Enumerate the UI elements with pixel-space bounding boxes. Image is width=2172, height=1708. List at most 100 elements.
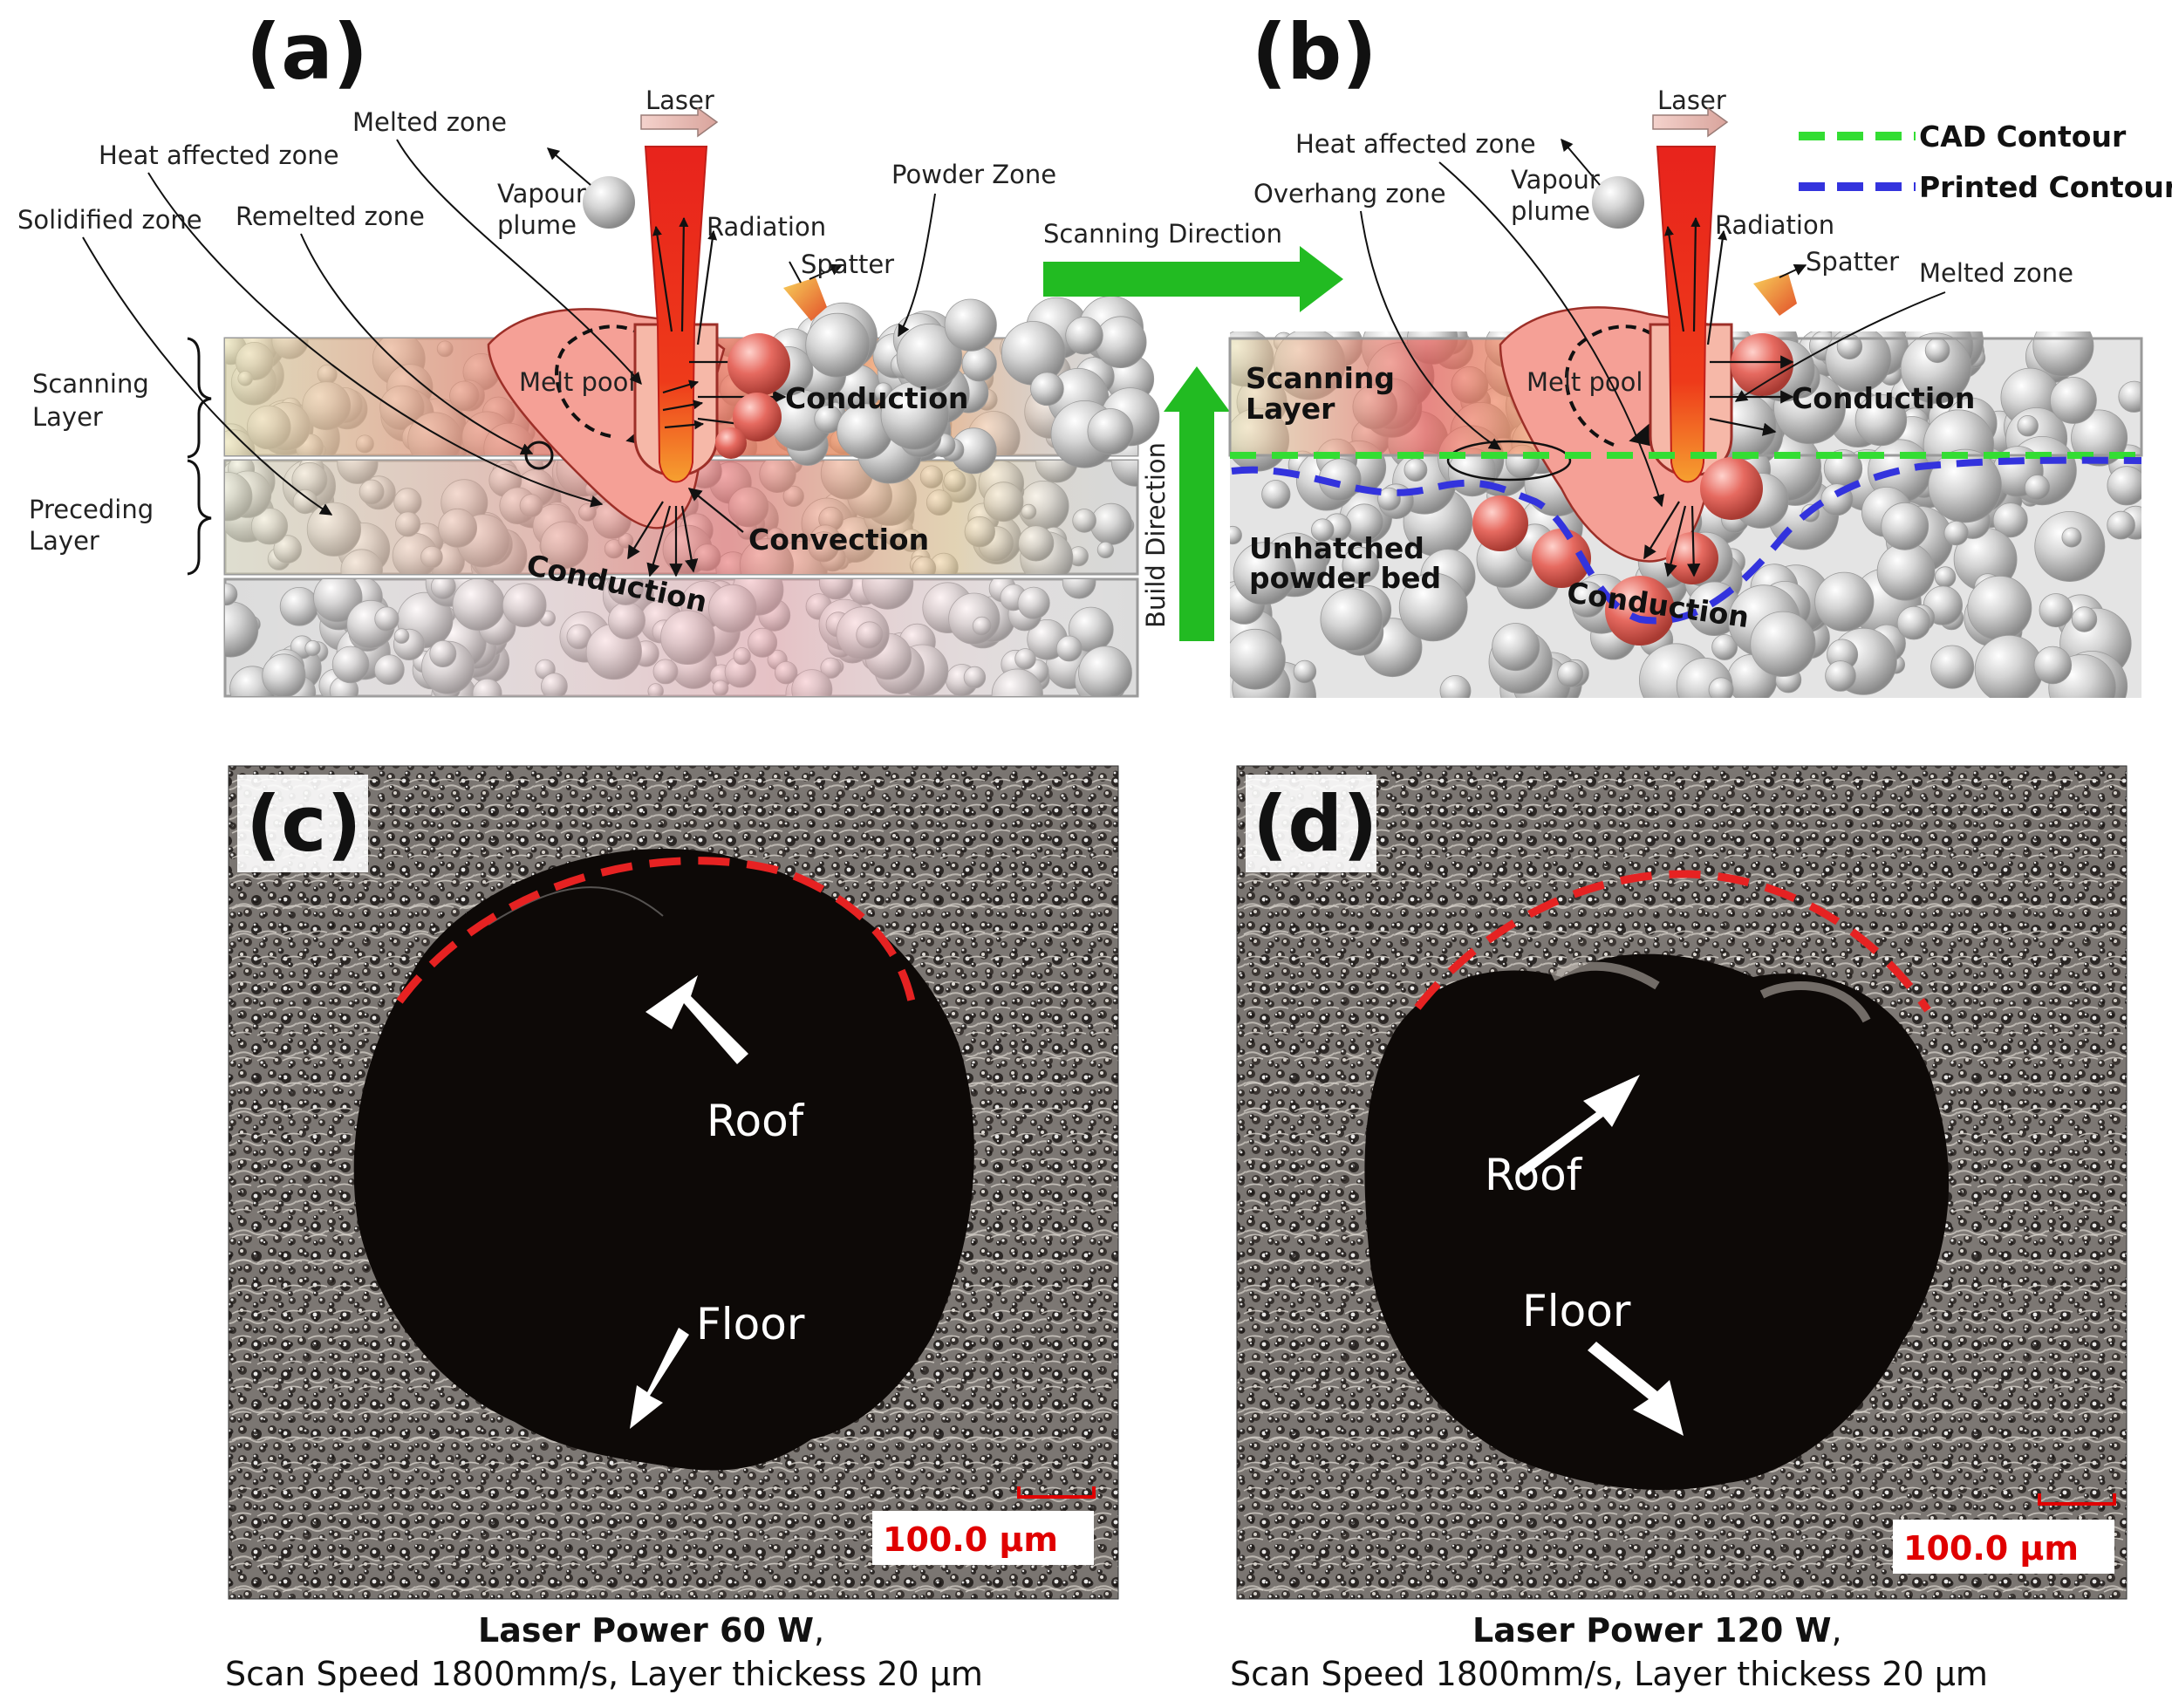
powder-particle <box>1377 487 1401 511</box>
powder-particle <box>1557 660 1584 687</box>
powder-particle <box>1974 634 2044 698</box>
powder-particle <box>1836 333 1863 360</box>
preceding-layer-label-2: Layer <box>29 526 99 556</box>
spatter-label: Spatter <box>801 249 894 279</box>
remelted-marker <box>524 441 554 470</box>
panel-letter-d: (d) <box>1253 779 1377 869</box>
floor-label-c: Floor <box>696 1299 805 1349</box>
powder-particle <box>1967 575 2032 640</box>
contour-legend: CAD Contour Printed Contour <box>1799 120 2172 204</box>
build-direction-arrow <box>1164 366 1230 641</box>
powder-particle <box>1261 480 1291 509</box>
caption-c-line2: Scan Speed 1800mm/s, Layer thickess 20 µ… <box>225 1655 983 1693</box>
panel-c: (c) Roof Floor 100.0 µm Laser Power 60 W… <box>225 765 1119 1693</box>
powder-particle <box>2024 475 2051 501</box>
panel-letter-a: (a) <box>246 7 368 97</box>
printed-contour-line <box>1231 456 2142 625</box>
powder-particle <box>1065 317 1103 355</box>
heat-affected-zone-label: Heat affected zone <box>99 140 339 170</box>
panel-letter-c: (c) <box>246 779 362 869</box>
powder-particle <box>2017 415 2039 437</box>
vapour-plume-label-b-2: plume <box>1511 196 1590 226</box>
powder-particle <box>1854 393 1908 447</box>
direction-arrows: Scanning Direction Build Direction <box>1043 219 1343 641</box>
melt-pool-label: Melt pool <box>519 367 635 397</box>
overhang-zone-label: Overhang zone <box>1253 179 1446 208</box>
powder-particle <box>1900 332 1972 404</box>
scale-bar-c <box>1017 1486 1096 1499</box>
legend-label-cad: CAD Contour <box>1919 120 2127 154</box>
scanning-layer-label-1: Scanning <box>32 369 149 399</box>
vapour-plume-label-2: plume <box>497 210 577 240</box>
powder-particle <box>1293 659 1317 684</box>
remelted-zone-label: Remelted zone <box>236 202 425 231</box>
laser-label-b: Laser <box>1657 85 1726 115</box>
laser-direction-arrow <box>640 106 719 138</box>
layer-braces <box>187 337 212 576</box>
floor-arrow-d <box>1588 1342 1684 1436</box>
unhatched-label-1: Unhatched <box>1249 531 1424 565</box>
conduction-right-label-a: Conduction <box>785 381 968 415</box>
laser-label: Laser <box>645 85 714 115</box>
powder-particle <box>2107 466 2141 506</box>
melt-pool-label-b: Melt pool <box>1527 367 1643 397</box>
scanning-layer-label-b-2: Layer <box>1246 392 1335 426</box>
scanning-layer-label-b-1: Scanning <box>1246 361 1395 395</box>
convection-label: Convection <box>748 523 929 557</box>
base-layer-block <box>223 577 1139 698</box>
pore-d <box>1364 953 1950 1491</box>
radiation-label-b: Radiation <box>1715 210 1834 240</box>
powder-particle <box>1924 338 1950 364</box>
roof-curve-d <box>1414 870 1931 1013</box>
floor-label-d: Floor <box>1522 1286 1631 1336</box>
powder-particle <box>1992 502 2028 538</box>
powder-particle <box>1825 660 1856 692</box>
powder-particle <box>1876 542 1936 601</box>
roof-arrow-d <box>1518 1075 1640 1176</box>
scale-label-c: 100.0 µm <box>883 1520 1058 1559</box>
powder-particle <box>1943 520 1969 546</box>
powder-particle <box>1094 316 1147 369</box>
powder-particle <box>2107 510 2135 540</box>
vapour-plume-label-1: Vapour <box>497 179 586 208</box>
caption-d-bold: Laser Power 120 W, <box>1472 1611 1842 1650</box>
powder-particle <box>1439 675 1472 698</box>
powder-particle <box>1320 588 1383 652</box>
powder-particle <box>2049 377 2097 424</box>
roof-arrow-c <box>645 975 748 1064</box>
powder-particle <box>1881 502 1930 550</box>
melted-zone-label: Melted zone <box>352 107 507 137</box>
powder-particle <box>1814 571 1875 632</box>
preceding-layer-label-1: Preceding <box>29 495 154 524</box>
powder-particle <box>1896 605 1931 640</box>
scale-bar-box-d <box>1893 1520 2114 1574</box>
powder-zone-label: Powder Zone <box>891 160 1056 189</box>
powder-particle <box>2071 606 2098 632</box>
panel-d: (d) Roof Floor 100.0 µm Laser Power 120 … <box>1230 765 2128 1693</box>
scanning-layer-label-2: Layer <box>32 402 103 432</box>
powder-particle <box>1233 542 1296 605</box>
powder-particle <box>1934 566 1957 588</box>
powder-particle <box>1087 408 1134 455</box>
powder-particle <box>1342 546 1380 584</box>
spatter-icon <box>783 277 827 321</box>
scale-bar-d <box>2038 1493 2116 1506</box>
roof-curve-c <box>396 857 916 1004</box>
melted-zone-label-b: Melted zone <box>1919 258 2073 288</box>
legend-label-printed: Printed Contour <box>1919 170 2172 204</box>
unhatched-label-2: powder bed <box>1249 561 1441 595</box>
roof-label-d: Roof <box>1485 1150 1583 1200</box>
build-direction-label: Build Direction <box>1141 442 1171 628</box>
panel-letter-b: (b) <box>1252 7 1376 97</box>
scale-bar-box-c <box>872 1511 1094 1565</box>
powder-particle <box>2033 646 2073 685</box>
powder-particle <box>1708 677 1734 698</box>
powder-particle <box>1404 458 1428 482</box>
overhang-marker <box>1446 440 1572 482</box>
powder-particle <box>2061 527 2082 548</box>
powder-particle <box>1930 645 1975 689</box>
scale-label-d: 100.0 µm <box>1903 1529 2079 1568</box>
panel-a: (a) Melt pool <box>17 7 1160 698</box>
powder-particle <box>961 346 997 382</box>
